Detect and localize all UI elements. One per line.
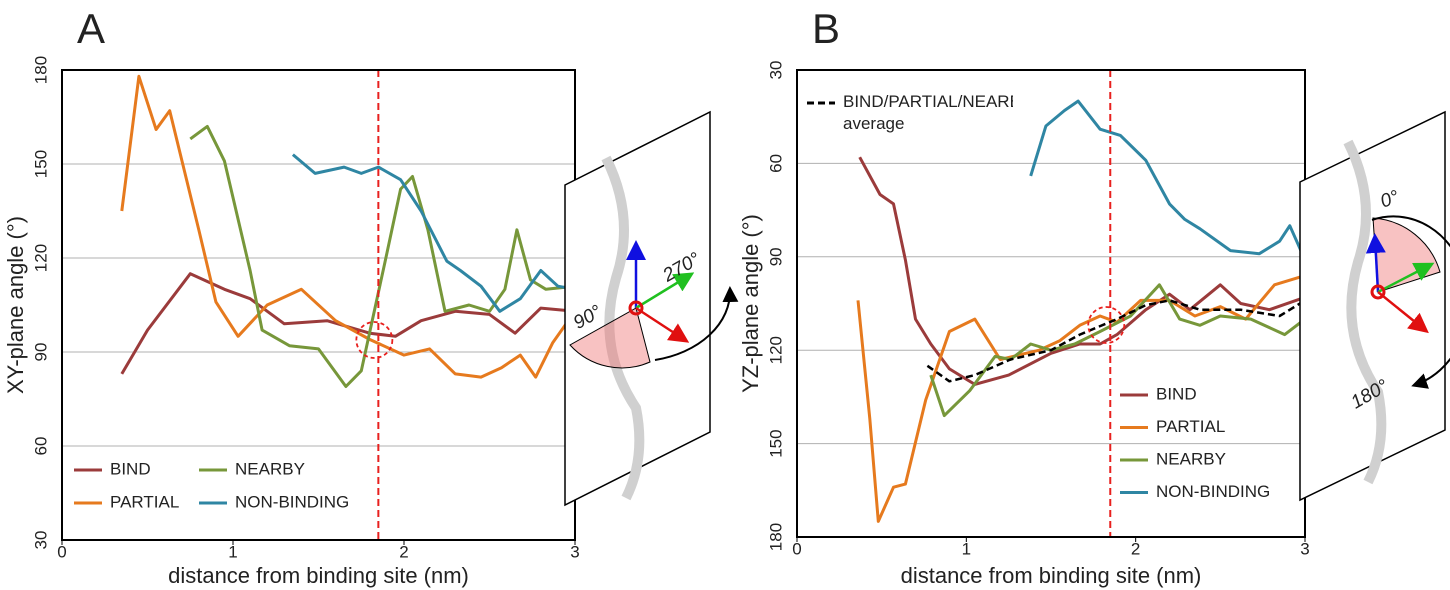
axis-arrow [635,306,690,343]
legend-box: BIND/PARTIAL/NEARBY average [843,92,1013,133]
rotation-arc [654,286,739,361]
y-tick-label: 60 [31,437,50,456]
y-tick-label: 120 [766,336,785,364]
x-tick-label: 0 [57,542,66,561]
x-tick-label: 3 [1300,539,1309,558]
series-line [929,283,1305,418]
angle-wedge [569,307,651,369]
inset-panel [1299,110,1446,502]
legend-label: NON-BINDING [235,492,349,511]
axis-arrow [1377,291,1429,334]
highlight-circle [355,321,394,359]
y-tick-label: 120 [31,244,50,272]
series-line [189,124,575,388]
x-axis-title: distance from binding site (nm) [901,563,1202,588]
highlight-circle [1087,306,1126,344]
protein-sketch [1343,139,1387,485]
origin [1370,284,1386,300]
y-axis-title: XY-plane angle (°) [3,216,28,394]
y-tick-label: 90 [766,247,785,266]
x-tick-label: 1 [962,539,971,558]
x-tick-label: 2 [1131,539,1140,558]
legend-label: NEARBY [1156,449,1226,468]
series-line [926,299,1305,383]
series-line [858,156,1305,386]
series-line [120,272,575,375]
y-tick-label: 30 [766,61,785,80]
legend-label: BIND/PARTIAL/NEARBY average [843,92,1013,133]
legend-label: NEARBY [235,459,305,478]
y-tick-label: 60 [766,154,785,173]
rotation-arc [1371,215,1450,389]
y-tick-label: 90 [31,343,50,362]
y-tick-label: 30 [31,531,50,550]
series-line [856,274,1305,523]
x-tick-label: 3 [570,542,579,561]
axis-arrow [1365,233,1386,293]
x-tick-label: 1 [228,542,237,561]
protein-sketch [601,155,645,501]
legend-label: NON-BINDING [1156,482,1270,501]
panel-label: B [812,5,840,52]
legend-label: PARTIAL [110,492,179,511]
series-line [1029,99,1305,261]
y-tick-label: 150 [31,150,50,178]
legend-label: PARTIAL [1156,417,1225,436]
plot [856,99,1305,523]
y-tick-label: 150 [766,429,785,457]
series-line [291,153,575,313]
y-tick-label: 180 [766,523,785,551]
legend-label: BIND [1156,384,1197,403]
series-line [120,74,575,379]
x-tick-label: 2 [399,542,408,561]
plot [120,74,575,388]
panel-label: A [77,5,105,52]
y-axis-title: YZ-plane angle (°) [738,214,763,393]
y-tick-label: 180 [31,56,50,84]
axis-arrow [635,272,695,310]
legend-label: BIND [110,459,151,478]
x-tick-label: 0 [792,539,801,558]
origin [628,300,644,316]
axis-arrow [1377,262,1435,294]
x-axis-title: distance from binding site (nm) [168,563,469,588]
